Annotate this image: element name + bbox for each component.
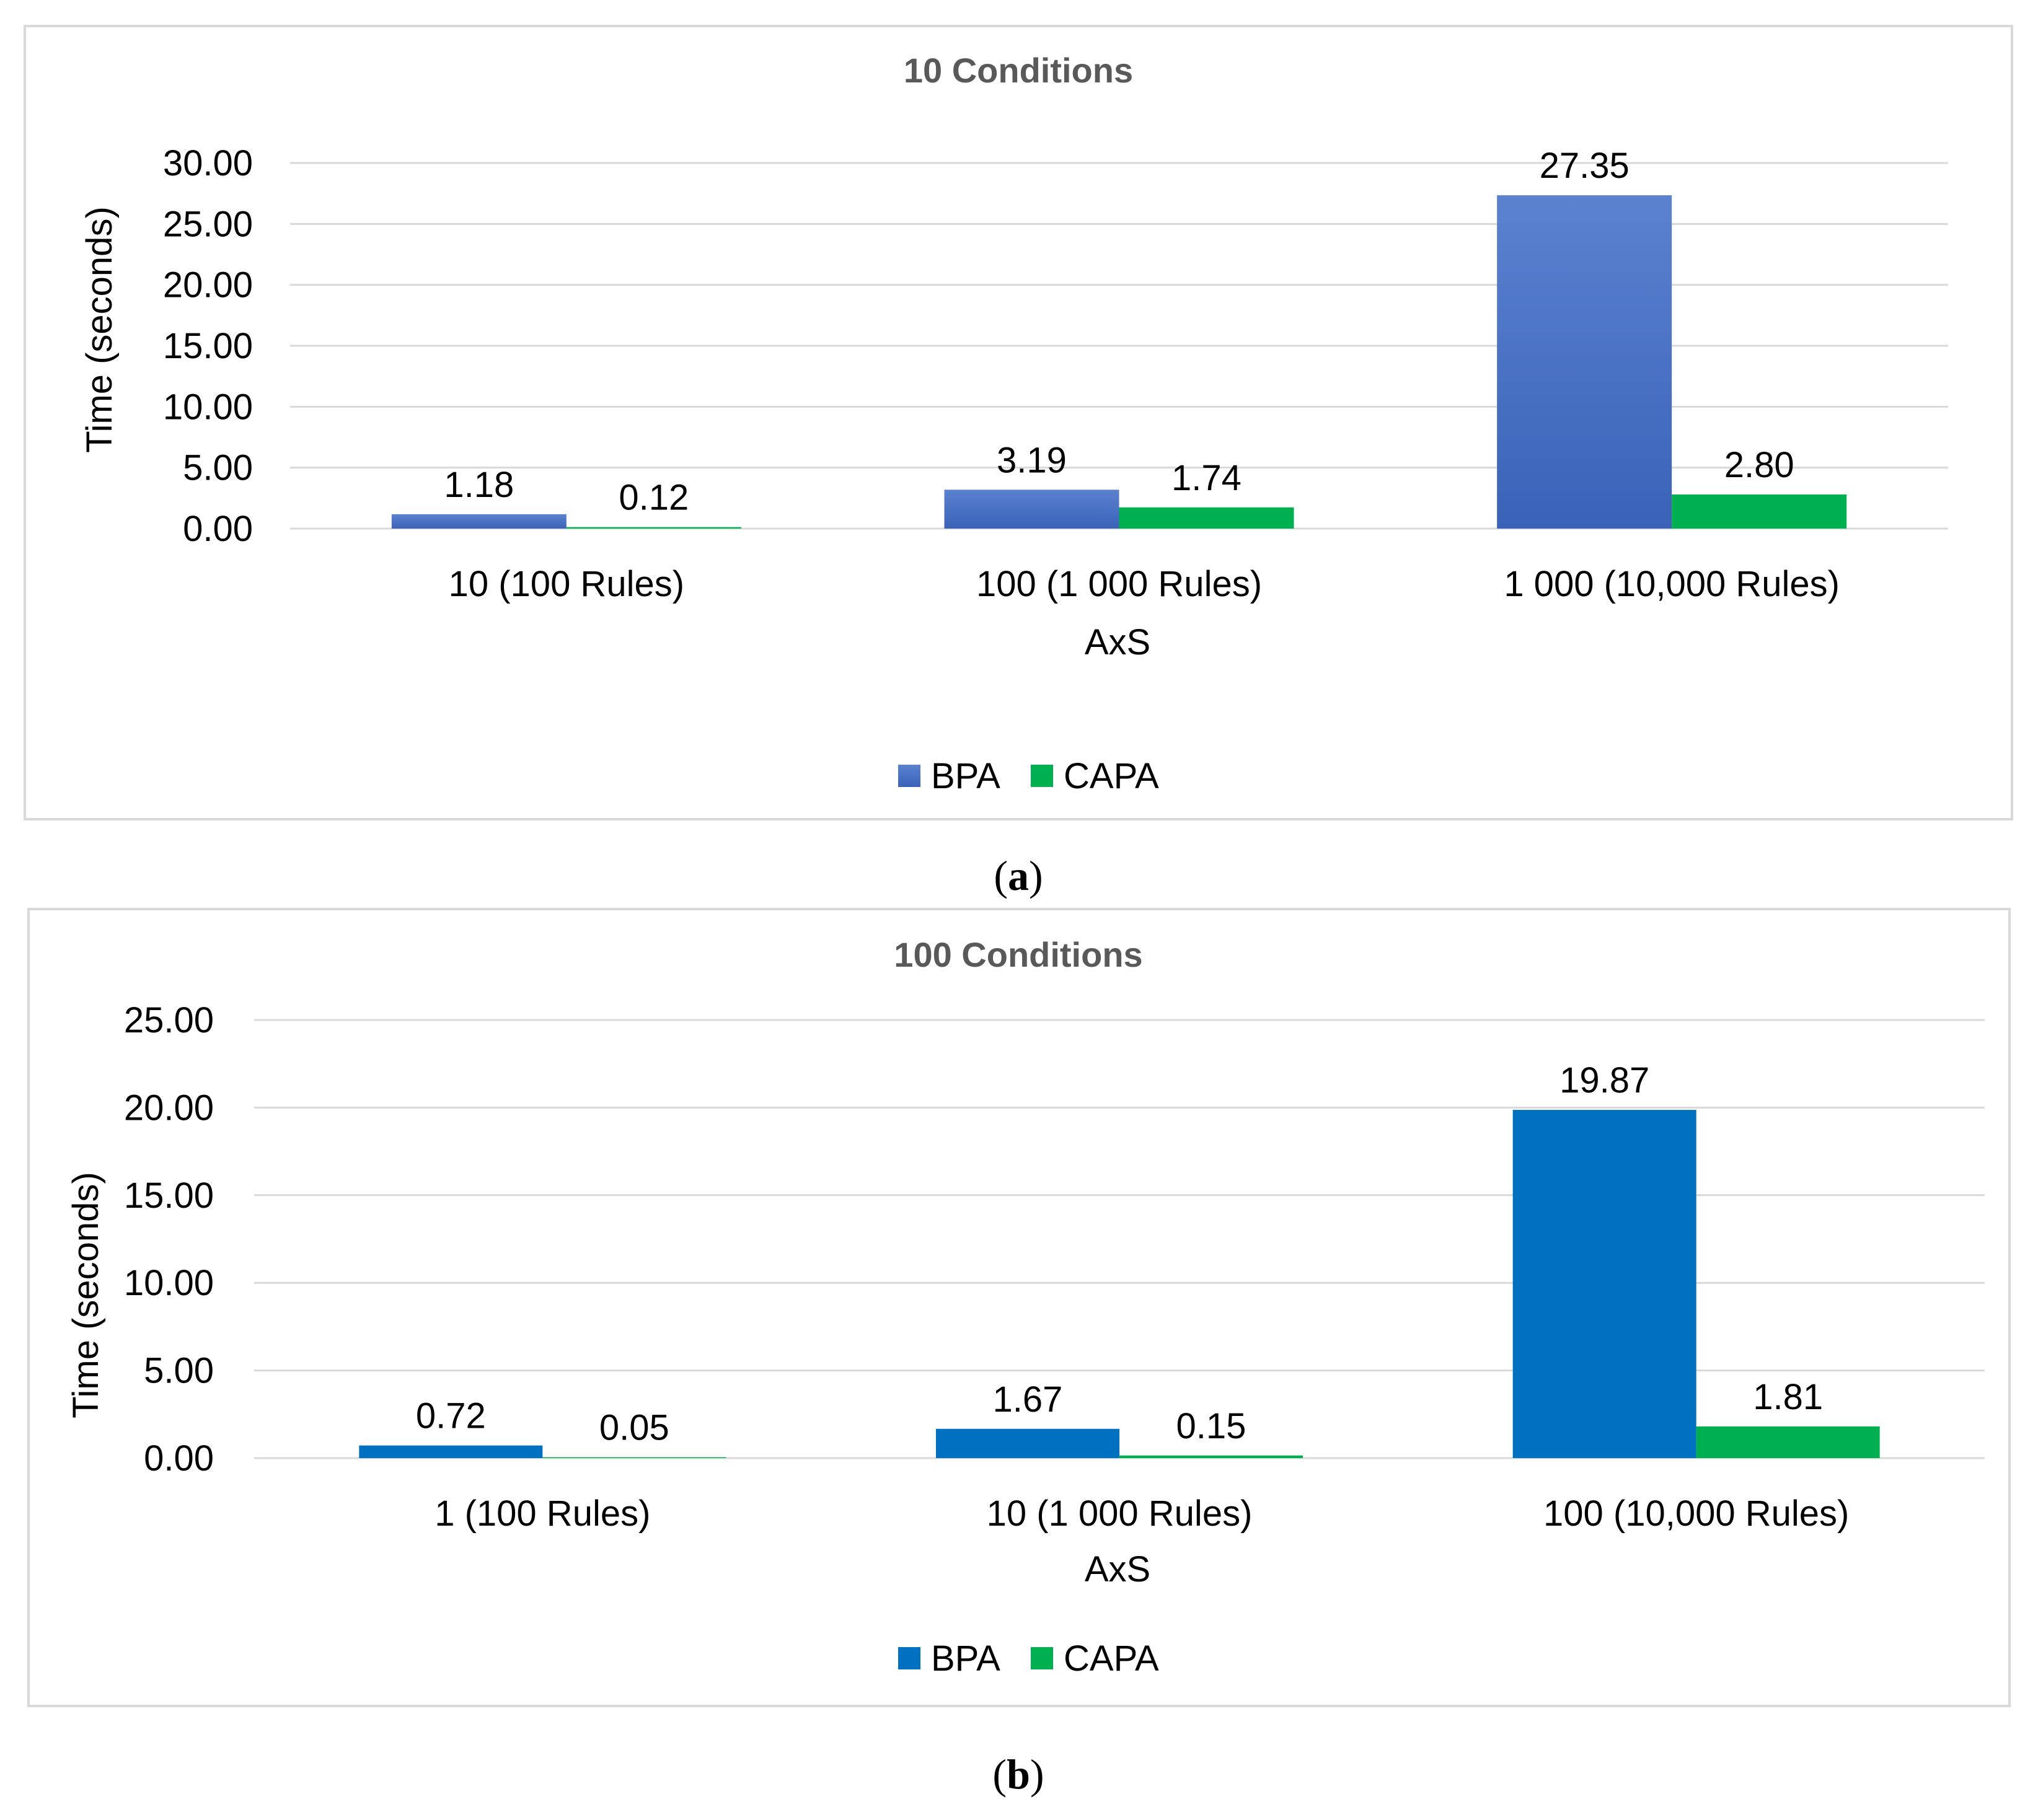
caption-b-open-paren: ( [992, 1751, 1007, 1798]
chart-b-category-label: 100 (10,000 Rules) [1543, 1493, 1849, 1534]
chart-a-legend: BPA CAPA [898, 756, 1159, 796]
chart-a-bar-bpa [391, 514, 567, 529]
chart-b-category-label: 10 (1 000 Rules) [987, 1493, 1253, 1534]
chart-a-y-axis-title: Time (seconds) [79, 206, 120, 453]
chart-b-bar-bpa [359, 1445, 543, 1458]
chart-b-frame [27, 908, 2011, 1707]
caption-a-open-paren: ( [994, 852, 1008, 899]
chart-b-y-axis-title: Time (seconds) [66, 1172, 106, 1418]
chart-a-x-axis-title: AxS [1085, 622, 1150, 662]
chart-b-legend: BPA CAPA [898, 1638, 1159, 1679]
chart-b-y-tick-label: 15.00 [124, 1176, 214, 1216]
chart-a-value-label-capa: 0.12 [619, 478, 689, 518]
chart-b-x-axis-title: AxS [1085, 1549, 1150, 1589]
chart-a-bar-capa [1119, 507, 1294, 529]
chart-b-y-tick-label: 25.00 [124, 1000, 214, 1040]
chart-a-bars [391, 195, 1847, 529]
chart-a-category-labels: 10 (100 Rules) 100 (1 000 Rules) 1 000 (10… [449, 564, 1840, 604]
chart-a-y-tick-label: 15.00 [163, 326, 253, 366]
chart-a-bar-capa [566, 527, 741, 529]
chart-a-category-label: 1 000 (10,000 Rules) [1504, 564, 1840, 604]
chart-b-y-tick-label: 5.00 [144, 1351, 214, 1391]
chart-b-title: 100 Conditions [894, 935, 1142, 974]
chart-b-bars [359, 1110, 1880, 1458]
chart-a-value-label-capa: 1.74 [1171, 458, 1242, 498]
chart-a-legend-bpa-swatch [898, 765, 920, 787]
chart-a-bar-bpa [1497, 195, 1672, 529]
chart-b-value-label-capa: 0.15 [1176, 1406, 1246, 1446]
chart-a-value-labels: 1.18 0.12 3.19 1.74 27.35 2.80 [444, 146, 1794, 518]
chart-b-value-labels: 0.72 0.05 1.67 0.15 19.87 1.81 [416, 1060, 1823, 1448]
chart-a: 10 Conditions 0.00 5.00 10.00 15.00 20.00 25.… [24, 25, 2013, 820]
chart-a-frame [24, 25, 2013, 820]
chart-a-legend-capa-label: CAPA [1064, 756, 1159, 796]
chart-a-y-tick-label: 5.00 [183, 448, 253, 488]
chart-a-legend-capa-swatch [1031, 765, 1053, 787]
svg-text:(b): (b) [992, 1751, 1044, 1798]
chart-b-bar-capa [1119, 1455, 1303, 1458]
chart-b-y-tick-label: 10.00 [124, 1263, 214, 1303]
chart-a-value-label-bpa: 3.19 [997, 440, 1067, 480]
chart-a-bar-bpa [944, 490, 1119, 529]
chart-b-value-label-bpa: 19.87 [1559, 1060, 1649, 1101]
chart-a-value-label-bpa: 27.35 [1540, 146, 1630, 186]
chart-b-legend-capa-label: CAPA [1064, 1638, 1159, 1679]
chart-b-bar-capa [542, 1457, 726, 1458]
svg-text:(a): (a) [994, 852, 1043, 899]
caption-b-close-paren: ) [1030, 1751, 1044, 1798]
caption-a: (a) [994, 852, 1043, 899]
chart-a-value-label-bpa: 1.18 [444, 465, 514, 505]
chart-a-category-label: 100 (1 000 Rules) [976, 564, 1262, 604]
caption-a-close-paren: ) [1029, 852, 1043, 899]
chart-a-y-tick-label: 25.00 [163, 204, 253, 244]
chart-a-legend-bpa-label: BPA [931, 756, 1000, 796]
chart-a-y-tick-labels: 0.00 5.00 10.00 15.00 20.00 25.00 30.00 [163, 143, 253, 549]
chart-b-value-label-capa: 0.05 [599, 1408, 669, 1448]
chart-a-bar-capa [1672, 494, 1847, 529]
chart-b-y-tick-labels: 0.00 5.00 10.00 15.00 20.00 25.00 [124, 1000, 214, 1479]
chart-b: 100 Conditions 0.00 5.00 10.00 15.00 20.00 25… [27, 908, 2011, 1707]
chart-b-y-tick-label: 20.00 [124, 1088, 214, 1128]
chart-a-title: 10 Conditions [904, 51, 1133, 90]
chart-b-y-tick-label: 0.00 [144, 1438, 214, 1479]
chart-b-legend-bpa-label: BPA [931, 1638, 1000, 1679]
chart-a-value-label-capa: 2.80 [1724, 445, 1794, 485]
chart-a-gridlines [290, 162, 1948, 530]
chart-b-value-label-capa: 1.81 [1753, 1377, 1823, 1417]
chart-b-category-label: 1 (100 Rules) [435, 1493, 650, 1534]
chart-a-category-label: 10 (100 Rules) [449, 564, 684, 604]
chart-a-y-tick-label: 0.00 [183, 509, 253, 549]
chart-b-bar-capa [1696, 1426, 1880, 1458]
chart-b-value-label-bpa: 0.72 [416, 1396, 486, 1436]
chart-a-y-tick-label: 20.00 [163, 265, 253, 306]
caption-b: (b) [992, 1751, 1044, 1798]
chart-b-legend-bpa-swatch [898, 1647, 920, 1669]
chart-b-value-label-bpa: 1.67 [993, 1379, 1063, 1420]
chart-b-bar-bpa [936, 1428, 1119, 1458]
caption-b-letter: b [1007, 1751, 1030, 1798]
chart-a-y-tick-label: 10.00 [163, 387, 253, 427]
chart-b-legend-capa-swatch [1031, 1647, 1053, 1669]
caption-a-letter: a [1008, 852, 1029, 899]
chart-b-bar-bpa [1512, 1110, 1696, 1458]
chart-a-y-tick-label: 30.00 [163, 143, 253, 183]
chart-b-category-labels: 1 (100 Rules) 10 (1 000 Rules) 100 (10,000… [435, 1493, 1849, 1534]
